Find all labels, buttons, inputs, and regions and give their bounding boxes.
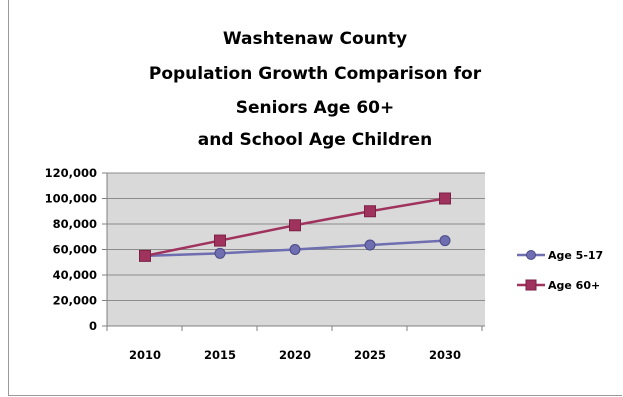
- y-tick-label: 120,000: [45, 166, 97, 180]
- x-tick-label: 2010: [129, 348, 161, 362]
- legend-label: Age 60+: [548, 279, 600, 292]
- x-tick-label: 2015: [204, 348, 236, 362]
- y-tick-label: 40,000: [53, 268, 97, 282]
- data-point-age-60-plus: [214, 234, 226, 247]
- chart-border: [8, 0, 622, 396]
- data-point-age-60-plus: [139, 249, 151, 262]
- y-tick-label: 80,000: [53, 217, 97, 231]
- series: [139, 192, 451, 262]
- y-tick-label: 0: [89, 319, 97, 333]
- y-tick-label: 100,000: [45, 192, 97, 206]
- chart-title-line-4: and School Age Children: [198, 130, 432, 150]
- data-point-age-5-17: [364, 239, 376, 251]
- x-tick-label: 2025: [354, 348, 386, 362]
- data-point-age-5-17: [289, 244, 301, 255]
- data-point-age-60-plus: [289, 219, 301, 232]
- axes: 0 20,000 40,000 60,000 80,000 100,000 120,000 2…: [45, 166, 485, 362]
- y-tick-label: 20,000: [53, 294, 97, 308]
- x-tick-label: 2030: [429, 348, 461, 362]
- y-tick-label: 60,000: [53, 243, 97, 257]
- data-point-age-60-plus: [439, 192, 451, 205]
- legend: Age 5-17 Age 60+: [517, 249, 603, 292]
- legend-label: Age 5-17: [548, 249, 603, 262]
- x-tick-label: 2020: [279, 348, 311, 362]
- legend-marker-circle: [526, 250, 536, 260]
- legend-marker-square: [525, 279, 537, 291]
- chart-title-line-1: Washtenaw County: [223, 29, 407, 49]
- chart-title-line-3: Seniors Age 60+: [236, 98, 394, 118]
- data-point-age-5-17: [214, 247, 226, 259]
- chart-title: Washtenaw County Population Growth Compa…: [149, 29, 482, 150]
- chart-title-line-2: Population Growth Comparison for: [149, 64, 482, 84]
- data-point-age-5-17: [439, 235, 451, 247]
- data-point-age-60-plus: [364, 205, 376, 218]
